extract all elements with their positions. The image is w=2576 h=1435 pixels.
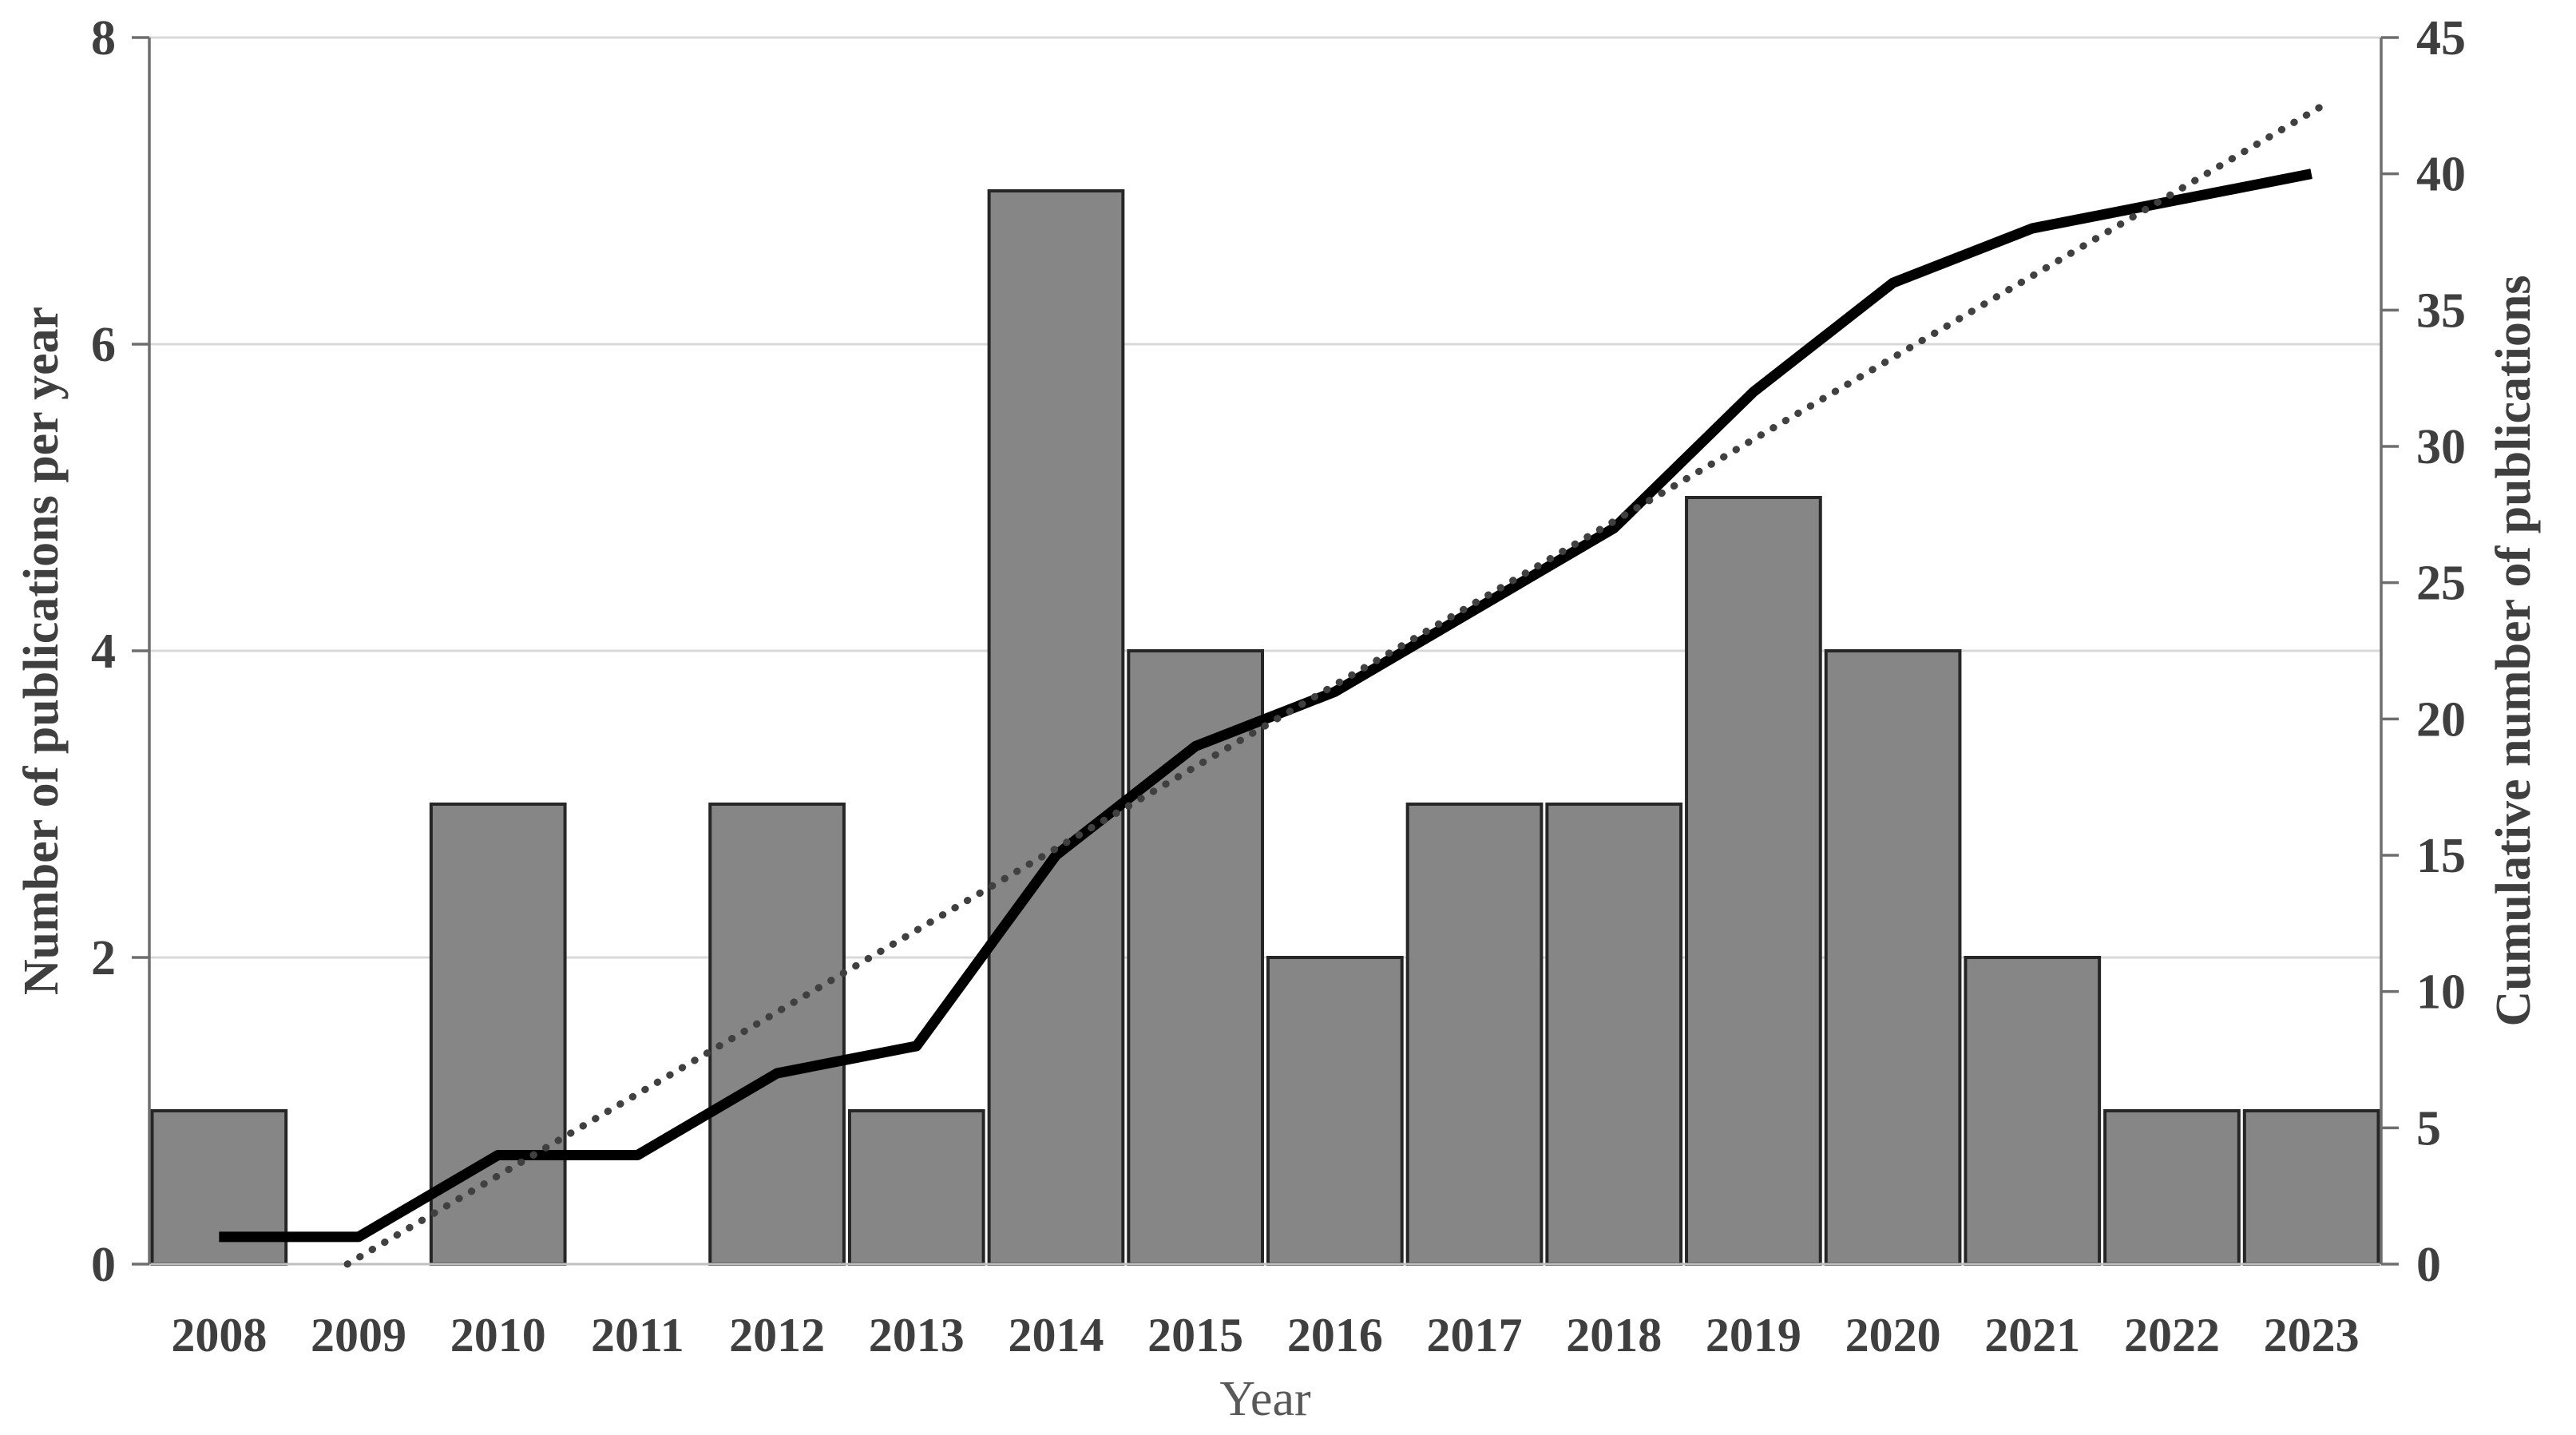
bar-2010 — [429, 803, 567, 1266]
x-axis-title: Year — [1219, 1372, 1311, 1426]
cumulative-line — [219, 168, 2312, 1243]
right-tick-label-30: 30 — [2416, 420, 2466, 474]
x-tick-label-2022: 2022 — [2124, 1309, 2220, 1362]
x-tick-label-2008: 2008 — [171, 1309, 267, 1362]
right-tick-label-0: 0 — [2416, 1238, 2441, 1292]
x-tick-label-2015: 2015 — [1147, 1309, 1243, 1362]
x-tick-label-2009: 2009 — [311, 1309, 406, 1362]
left-tick-label-6: 6 — [91, 318, 116, 372]
left-tick-label-0: 0 — [91, 1238, 116, 1292]
x-tick-label-2023: 2023 — [2264, 1309, 2360, 1362]
bar-2016 — [1266, 956, 1404, 1266]
right-tick-label-5: 5 — [2416, 1101, 2441, 1156]
bar-2022 — [2103, 1109, 2241, 1266]
left-axis-title: Number of publications per year — [14, 307, 69, 995]
bar-2020 — [1824, 649, 1962, 1266]
bar-2018 — [1545, 803, 1683, 1266]
right-tick-label-40: 40 — [2416, 148, 2466, 202]
trendline-dotted — [343, 101, 2327, 1268]
bar-2021 — [1964, 956, 2102, 1266]
bar-2012 — [708, 803, 846, 1266]
right-tick-label-35: 35 — [2416, 283, 2466, 338]
axis-tick-labels: 0 2 4 6 8 0 5 10 15 20 25 30 35 40 45 2008 2009 2010 2011 2… — [91, 11, 2466, 1362]
x-tick-label-2012: 2012 — [729, 1309, 825, 1362]
x-tick-label-2016: 2016 — [1287, 1309, 1383, 1362]
right-tick-label-25: 25 — [2416, 557, 2466, 611]
bar-2015 — [1127, 649, 1264, 1266]
x-tick-label-2018: 2018 — [1566, 1309, 1662, 1362]
right-tick-label-20: 20 — [2416, 692, 2466, 747]
bar-2017 — [1405, 803, 1544, 1266]
bar-2014 — [987, 189, 1125, 1266]
line-series — [219, 101, 2327, 1268]
x-tick-label-2019: 2019 — [1706, 1309, 1801, 1362]
right-axis-title: Cumulative number of publications — [2487, 275, 2541, 1026]
bar-series — [150, 189, 2380, 1266]
left-tick-label-8: 8 — [91, 11, 116, 65]
bar-2013 — [847, 1109, 985, 1266]
x-tick-label-2021: 2021 — [1984, 1309, 2080, 1362]
x-tick-label-2014: 2014 — [1008, 1309, 1104, 1362]
left-tick-label-2: 2 — [91, 931, 116, 985]
bar-2019 — [1685, 496, 1822, 1266]
x-tick-label-2010: 2010 — [450, 1309, 546, 1362]
right-tick-label-45: 45 — [2416, 11, 2466, 65]
axes — [132, 36, 2399, 1266]
x-tick-label-2013: 2013 — [869, 1309, 965, 1362]
x-tick-label-2020: 2020 — [1845, 1309, 1941, 1362]
x-tick-label-2011: 2011 — [591, 1309, 684, 1362]
right-tick-label-15: 15 — [2416, 829, 2466, 883]
left-tick-label-4: 4 — [91, 624, 116, 679]
x-tick-label-2017: 2017 — [1427, 1309, 1523, 1362]
bar-2023 — [2242, 1109, 2380, 1266]
right-tick-label-10: 10 — [2416, 965, 2466, 1020]
